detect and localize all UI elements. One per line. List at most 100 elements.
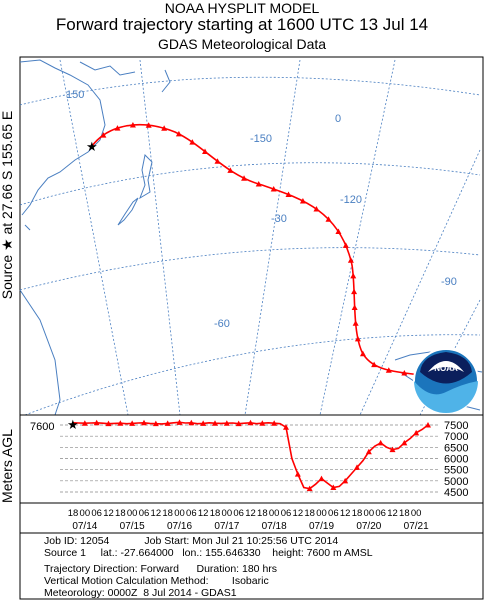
meridian-label: -120: [340, 194, 362, 206]
map-point-marker: [175, 130, 182, 137]
height-point-marker: [425, 422, 431, 428]
map-point-marker: [385, 367, 392, 373]
height-point-marker: [365, 448, 372, 455]
map-point-marker: [342, 242, 349, 248]
meridian-labels: 150 -150 0 -120 -90 -30 -60: [66, 89, 457, 330]
time-hour-label: 06: [328, 508, 339, 519]
tasmania-coast: [24, 224, 31, 231]
height-tick-label: 5000: [444, 476, 468, 488]
meridian-label: 150: [66, 89, 84, 101]
meridian-line: [139, 59, 181, 416]
height-point-marker: [235, 420, 242, 427]
noaa-logo-icon: NOAA: [413, 348, 479, 414]
map-point-marker: [255, 181, 262, 187]
new-zealand-south: [117, 197, 139, 226]
height-tick-label: 7000: [444, 431, 468, 443]
time-date-label: 07/21: [404, 521, 429, 532]
parallel-line: [19, 162, 481, 206]
map-point-marker: [241, 175, 248, 181]
height-point-marker: [259, 420, 266, 426]
time-date-label: 07/20: [356, 521, 381, 532]
job-info-line: Job ID: 12054 Job Start: Mon Jul 21 10:2…: [44, 535, 339, 547]
time-hour-label: 00: [80, 508, 91, 519]
meridian-line: [59, 59, 129, 416]
chart-title-line2: Forward trajectory starting at 1600 UTC …: [55, 15, 429, 34]
time-hour-label: 12: [103, 508, 114, 519]
height-tick-label: 6500: [444, 442, 468, 454]
height-point-marker: [283, 424, 289, 430]
height-point-marker: [164, 420, 171, 426]
time-hour-label: 18: [257, 508, 268, 519]
time-date-label: 07/19: [309, 521, 334, 532]
height-point-marker: [413, 429, 420, 436]
map-point-marker: [161, 125, 168, 131]
map-point-marker: [371, 361, 378, 368]
time-hour-label: 12: [151, 508, 162, 519]
time-hour-label: 00: [364, 508, 375, 519]
meridian-label: 0: [335, 113, 341, 125]
noaa-logo-text: NOAA: [434, 364, 458, 373]
new-guinea-coast: [79, 61, 136, 76]
info-frame: [19, 532, 484, 600]
map-point-marker: [313, 206, 320, 212]
time-date-label: 07/18: [262, 521, 287, 532]
time-hour-label: 12: [198, 508, 209, 519]
time-hour-label: 06: [139, 508, 150, 519]
time-hour-label: 00: [316, 508, 327, 519]
height-point-marker: [117, 420, 124, 426]
trajectory-direction-line: Trajectory Direction: Forward Duration: …: [44, 563, 278, 575]
height-frame: [19, 414, 484, 504]
map-point-marker: [401, 370, 408, 376]
height-point-marker: [354, 464, 360, 470]
height-point-marker: [294, 471, 301, 477]
time-hour-label: 12: [245, 508, 256, 519]
height-point-marker: [212, 420, 218, 426]
height-point-marker: [306, 485, 313, 492]
time-hour-label: 18: [68, 508, 79, 519]
map-point-marker: [354, 335, 361, 342]
map-panel: 150 -150 0 -120 -90 -30 -60 ★ NOAA: [19, 56, 484, 416]
time-hour-label: 06: [233, 508, 244, 519]
time-hour-label: 06: [186, 508, 197, 519]
time-hour-label: 06: [281, 508, 292, 519]
height-tick-label: 7500: [444, 420, 468, 432]
map-point-marker: [352, 320, 359, 326]
height-tick-label: 4500: [444, 487, 468, 499]
height-point-marker: [342, 477, 349, 484]
map-point-marker: [299, 197, 306, 204]
time-hour-label: 00: [411, 508, 422, 519]
height-point-marker: [401, 439, 408, 446]
time-hour-label: 18: [399, 508, 410, 519]
map-point-marker: [335, 228, 342, 234]
time-date-label: 07/14: [72, 521, 97, 532]
map-point-marker: [189, 139, 196, 145]
time-hour-label: 12: [340, 508, 351, 519]
new-zealand-north: [139, 153, 153, 200]
meridian-label: -90: [441, 276, 457, 288]
map-point-marker: [351, 288, 358, 295]
chart-title-line3: GDAS Meteorological Data: [157, 36, 327, 52]
parallel-line: [24, 334, 481, 416]
parallel-line: [19, 247, 481, 291]
map-point-marker: [285, 191, 292, 197]
height-point-marker: [377, 439, 384, 446]
time-date-label: 07/15: [120, 521, 145, 532]
height-point-marker: [141, 419, 147, 426]
time-hour-label: 18: [210, 508, 221, 519]
source-star-icon: ★: [67, 417, 79, 432]
map-point-marker: [145, 122, 152, 128]
height-point-marker: [318, 475, 325, 482]
meridian-line: [359, 149, 481, 416]
parallel-line: [19, 76, 481, 106]
time-hour-label: 06: [375, 508, 386, 519]
height-point-marker: [105, 420, 112, 427]
height-point-marker: [188, 419, 195, 426]
height-point-marker: [152, 420, 159, 427]
height-point-marker: [247, 419, 254, 426]
time-hour-label: 00: [222, 508, 233, 519]
meridian-label: -60: [214, 318, 230, 330]
source-height-label: 7600: [30, 421, 54, 433]
time-hour-label: 18: [115, 508, 126, 519]
